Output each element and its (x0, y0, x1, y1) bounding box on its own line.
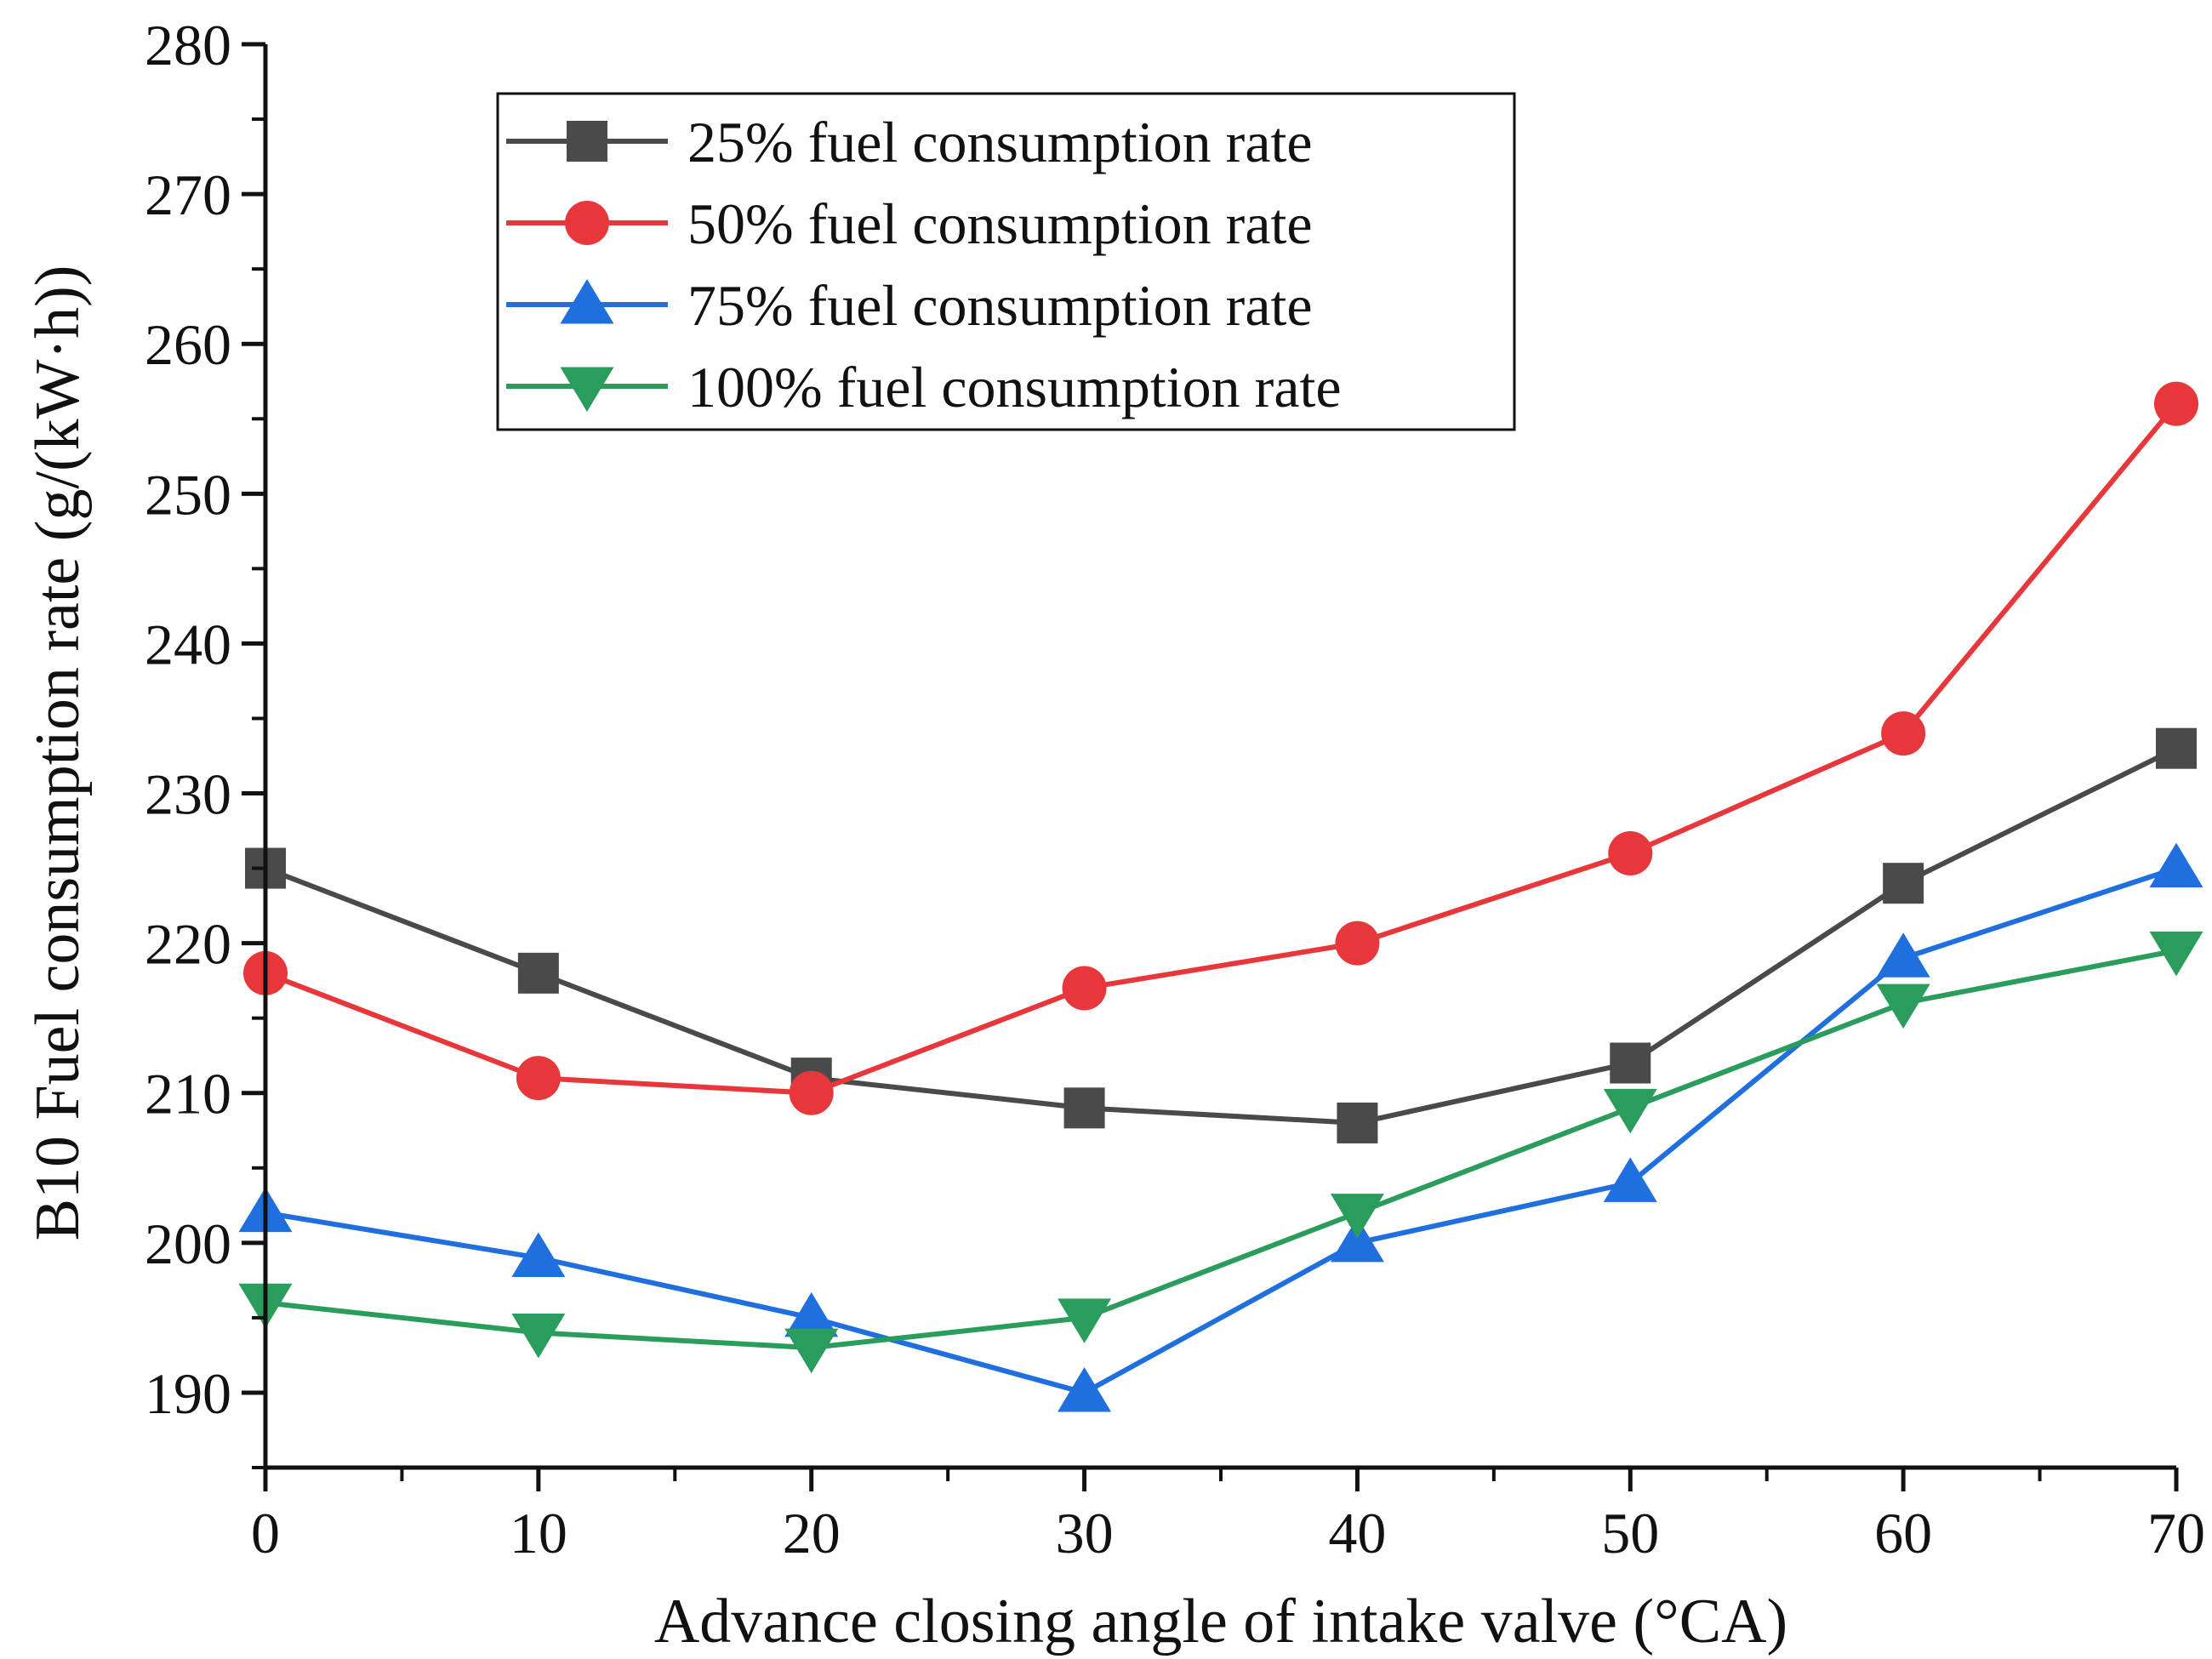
series-line (264, 402, 2179, 1096)
data-point-marker (1610, 1042, 1651, 1084)
y-ticks: 190 200 210 220 230 240 250 260 270 280 (145, 13, 265, 1469)
data-point-marker (1603, 1157, 1657, 1202)
data-point-marker (1062, 966, 1107, 1011)
x-ticks: 0 10 20 30 40 50 60 70 (251, 1468, 2205, 1565)
legend-entry: 50% fuel consumption rate (506, 191, 1313, 256)
data-point-marker (516, 1056, 561, 1101)
legend-entries: 25% fuel consumption rate 50% fuel consum… (506, 110, 1342, 419)
data-point-marker (1603, 1088, 1657, 1134)
y-tick-label: 230 (145, 762, 231, 827)
data-point-marker (511, 1232, 566, 1277)
data-point-marker (1058, 1366, 1112, 1412)
y-tick-label: 250 (145, 462, 231, 527)
data-point-marker (789, 1070, 834, 1115)
data-point-marker (1330, 1194, 1384, 1239)
y-tick-label: 190 (145, 1361, 231, 1426)
y-tick-label: 240 (145, 612, 231, 676)
legend-marker (560, 279, 614, 324)
legend (496, 92, 1516, 431)
x-tick-label: 60 (1874, 1501, 1932, 1565)
y-tick-label: 210 (145, 1062, 231, 1126)
x-tick-label: 50 (1601, 1501, 1659, 1565)
legend-entry: 75% fuel consumption rate (506, 273, 1313, 338)
series-layer (238, 381, 2203, 1412)
data-point-marker (2149, 842, 2203, 888)
legend-marker (565, 201, 609, 245)
data-point-marker (784, 1291, 839, 1337)
data-point-marker (1335, 921, 1380, 966)
series-line (265, 948, 2177, 1351)
x-tick-label: 20 (783, 1501, 841, 1565)
x-axis-title: Advance closing angle of intake valve (°… (654, 1587, 1787, 1656)
legend-label: 100% fuel consumption rate (687, 355, 1342, 419)
x-tick-label: 70 (2147, 1501, 2205, 1565)
data-point-marker (1883, 863, 1924, 904)
series-line (265, 865, 2177, 1395)
legend-label: 50% fuel consumption rate (687, 191, 1313, 256)
y-tick-label: 220 (145, 912, 231, 977)
y-tick-label: 260 (145, 312, 231, 377)
legend-marker (560, 367, 614, 412)
y-tick-label: 270 (145, 162, 231, 227)
data-point-marker (1608, 830, 1653, 875)
data-point-marker (1063, 1087, 1105, 1129)
legend-entry: 100% fuel consumption rate (506, 355, 1342, 419)
data-point-marker (1330, 1217, 1384, 1263)
data-point-marker (1881, 711, 1926, 756)
y-axis-title: B10 Fuel consumption rate (g/(kW·h)) (23, 265, 93, 1241)
data-point-marker (2156, 727, 2197, 769)
legend-frame (496, 92, 1516, 431)
data-point-marker (784, 1328, 839, 1374)
data-point-marker (1058, 1298, 1112, 1343)
data-point-marker (1337, 1102, 1378, 1143)
data-point-marker (2149, 931, 2203, 977)
data-point-marker (517, 952, 559, 994)
legend-marker (567, 121, 607, 162)
legend-label: 75% fuel consumption rate (687, 273, 1313, 338)
y-tick-label: 280 (145, 13, 231, 77)
data-point-marker (1876, 932, 1930, 978)
x-tick-label: 40 (1328, 1501, 1386, 1565)
legend-label: 25% fuel consumption rate (687, 110, 1313, 174)
data-point-marker (2154, 381, 2198, 426)
legend-entry: 25% fuel consumption rate (506, 110, 1313, 174)
x-tick-label: 30 (1056, 1501, 1114, 1565)
data-point-marker (511, 1314, 566, 1359)
x-tick-label: 10 (510, 1501, 567, 1565)
series-4 (238, 931, 2203, 1374)
y-tick-label: 200 (145, 1211, 231, 1276)
data-point-marker (1876, 983, 1930, 1029)
series-line (264, 746, 2178, 1126)
x-tick-label: 0 (251, 1501, 280, 1565)
